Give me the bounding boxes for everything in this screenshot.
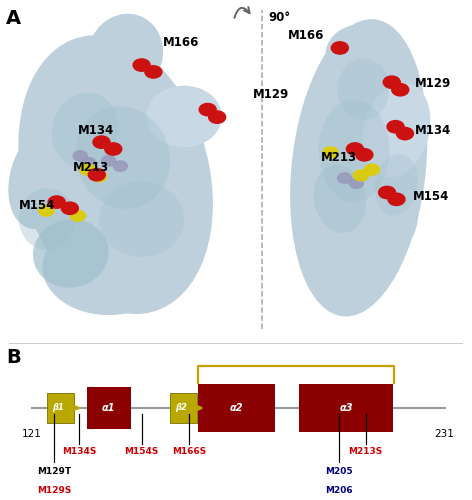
Text: A: A [6, 8, 21, 28]
Ellipse shape [42, 219, 175, 315]
Circle shape [88, 168, 105, 181]
Ellipse shape [19, 188, 76, 250]
FancyBboxPatch shape [170, 393, 197, 423]
Text: β2: β2 [176, 404, 187, 412]
Circle shape [61, 202, 78, 214]
Text: M129: M129 [253, 88, 289, 101]
Text: α2: α2 [229, 403, 243, 413]
Circle shape [209, 111, 226, 124]
Circle shape [101, 156, 116, 166]
Circle shape [70, 210, 85, 222]
Ellipse shape [99, 182, 184, 257]
Text: 231: 231 [435, 429, 455, 439]
Circle shape [387, 120, 404, 133]
Circle shape [92, 171, 107, 182]
Text: 90°: 90° [268, 10, 290, 24]
Circle shape [145, 66, 162, 78]
Ellipse shape [76, 106, 170, 209]
Ellipse shape [33, 219, 109, 288]
Ellipse shape [8, 127, 76, 229]
Text: M213S: M213S [348, 447, 383, 456]
Circle shape [388, 193, 405, 205]
Ellipse shape [146, 86, 222, 148]
Text: M134: M134 [415, 124, 452, 136]
Text: M154: M154 [19, 199, 55, 212]
Circle shape [113, 161, 127, 171]
Circle shape [82, 158, 96, 168]
Text: α1: α1 [102, 403, 116, 413]
Circle shape [73, 150, 87, 161]
Text: M166: M166 [288, 30, 324, 43]
Circle shape [392, 84, 409, 96]
Text: M154S: M154S [125, 447, 159, 456]
FancyBboxPatch shape [299, 384, 393, 432]
Circle shape [331, 42, 348, 54]
FancyBboxPatch shape [198, 384, 275, 432]
Text: M206: M206 [326, 486, 353, 495]
Text: β1: β1 [52, 404, 64, 412]
Ellipse shape [319, 100, 389, 202]
Text: 121: 121 [22, 429, 42, 439]
FancyBboxPatch shape [47, 393, 74, 423]
Circle shape [354, 170, 369, 181]
Text: M213: M213 [321, 151, 357, 164]
Circle shape [133, 59, 150, 71]
Text: B: B [7, 348, 21, 367]
Ellipse shape [87, 14, 163, 96]
Circle shape [364, 164, 379, 175]
Circle shape [379, 186, 396, 198]
Ellipse shape [375, 154, 418, 216]
Circle shape [48, 196, 65, 208]
Circle shape [349, 178, 363, 188]
Circle shape [396, 128, 413, 140]
Ellipse shape [356, 182, 418, 257]
Ellipse shape [314, 164, 366, 233]
Text: M129: M129 [415, 78, 452, 90]
Ellipse shape [52, 92, 118, 168]
FancyBboxPatch shape [87, 387, 131, 429]
Text: M134S: M134S [62, 447, 97, 456]
Text: M129T: M129T [37, 466, 71, 475]
Circle shape [105, 143, 122, 155]
Text: α3: α3 [339, 403, 353, 413]
Ellipse shape [66, 42, 123, 102]
Text: M166S: M166S [172, 447, 206, 456]
Circle shape [323, 147, 338, 158]
Ellipse shape [293, 175, 368, 264]
Circle shape [80, 164, 95, 175]
Circle shape [337, 173, 352, 183]
Circle shape [199, 104, 216, 116]
Text: M134: M134 [78, 124, 114, 136]
Text: M154: M154 [413, 190, 449, 203]
Ellipse shape [337, 58, 389, 120]
Circle shape [93, 136, 110, 148]
Text: M213: M213 [73, 162, 110, 174]
Ellipse shape [18, 36, 213, 314]
Ellipse shape [290, 19, 427, 316]
Ellipse shape [326, 24, 401, 86]
Ellipse shape [362, 82, 430, 178]
Text: M129S: M129S [37, 486, 71, 495]
Circle shape [356, 148, 373, 161]
Circle shape [346, 143, 363, 155]
Text: M205: M205 [326, 466, 353, 475]
Text: M166: M166 [163, 36, 199, 50]
Circle shape [383, 76, 400, 88]
Circle shape [39, 205, 54, 216]
